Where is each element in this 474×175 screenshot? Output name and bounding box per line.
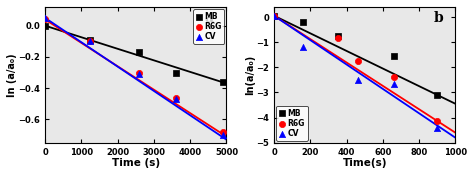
CV (354, 79, 361, 81)
Y-axis label: ln(a/a₀): ln(a/a₀) (245, 55, 255, 95)
R6G (354, 60, 361, 62)
MB (299, 20, 307, 23)
X-axis label: Time(s): Time(s) (343, 158, 387, 168)
MB (270, 14, 278, 17)
Legend: MB, R6G, CV: MB, R6G, CV (276, 106, 308, 141)
CV (219, 134, 227, 136)
CV (87, 40, 94, 43)
MB (41, 24, 49, 27)
R6G (41, 18, 49, 21)
CV (136, 73, 143, 75)
R6G (172, 96, 180, 99)
MB (390, 55, 398, 57)
R6G (434, 120, 441, 123)
CV (41, 16, 49, 19)
MB (334, 34, 341, 37)
CV (172, 98, 180, 100)
R6G (87, 40, 94, 43)
MB (136, 51, 143, 54)
R6G (390, 76, 398, 79)
MB (434, 94, 441, 96)
R6G (334, 37, 341, 40)
CV (434, 126, 441, 129)
CV (270, 14, 278, 17)
MB (87, 38, 94, 41)
Text: a: a (205, 11, 214, 25)
R6G (219, 131, 227, 133)
MB (219, 80, 227, 83)
X-axis label: Time (s): Time (s) (112, 158, 160, 168)
Legend: MB, R6G, CV: MB, R6G, CV (193, 9, 224, 44)
Y-axis label: ln (a/a₀): ln (a/a₀) (7, 53, 17, 97)
Text: b: b (434, 11, 444, 25)
CV (299, 46, 307, 49)
CV (390, 82, 398, 85)
MB (172, 71, 180, 74)
R6G (270, 14, 278, 17)
R6G (136, 71, 143, 74)
